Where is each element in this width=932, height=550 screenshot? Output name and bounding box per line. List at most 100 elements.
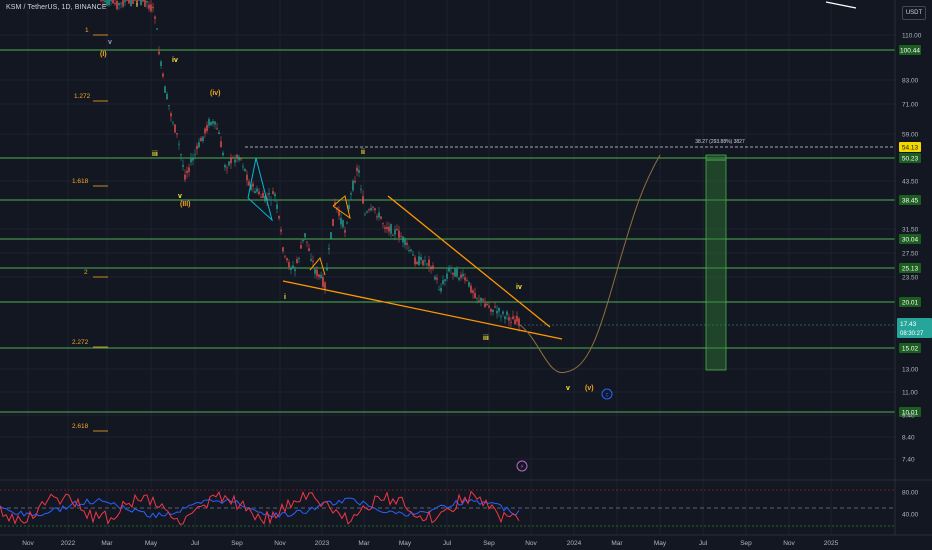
level-badge: [899, 153, 921, 163]
candle-body: [230, 157, 232, 164]
price-tick: 83.00: [902, 78, 919, 85]
candle-body: [160, 61, 162, 66]
candle-body: [148, 4, 150, 9]
candle-body: [206, 125, 208, 132]
level-badge: [899, 297, 921, 307]
candle-body: [210, 121, 212, 126]
candle-body: [504, 316, 506, 320]
candle-body: [282, 247, 284, 252]
candle-body: [320, 274, 322, 278]
wave-label-paren_v: (v): [585, 385, 594, 392]
candle-body: [352, 180, 354, 191]
candle-body: [372, 206, 374, 208]
candle-body: [318, 274, 320, 278]
candle-body: [392, 235, 394, 236]
candle-body: [118, 3, 120, 6]
candle-body: [296, 259, 298, 263]
candle-body: [496, 310, 498, 314]
time-tick: Jul: [191, 540, 200, 547]
candle-body: [248, 181, 250, 186]
candle-body: [268, 193, 270, 195]
wave-label-paren_iii: (III): [180, 201, 191, 208]
candle-body: [402, 236, 404, 243]
candle-body: [114, 2, 116, 5]
price-tick: 11.00: [902, 390, 918, 397]
price-tick: 27.50: [902, 251, 919, 258]
candle-body: [434, 276, 436, 280]
candle-body: [342, 220, 344, 228]
rsi-tick: 40.00: [902, 512, 919, 519]
target-label: 38.27 (293.88%) 3827: [695, 139, 745, 145]
candle-body: [166, 93, 168, 100]
candle-body: [222, 152, 224, 156]
price-tick: 7.40: [902, 457, 915, 464]
candle-body: [404, 238, 406, 246]
candle-body: [412, 254, 414, 256]
candle-body: [508, 317, 510, 321]
candle-body: [252, 183, 254, 187]
candle-body: [466, 280, 468, 281]
fib-label: 1: [85, 27, 89, 34]
candle-body: [120, 2, 122, 4]
level-badge-text: 10.01: [902, 410, 919, 417]
time-tick: Nov: [525, 540, 537, 547]
candle-body: [226, 167, 228, 169]
candle-body: [154, 16, 156, 19]
flash-icon-glyph: ⚡: [520, 464, 524, 471]
candle-body: [462, 273, 464, 277]
candle-body: [306, 241, 308, 243]
time-tick: Sep: [483, 540, 495, 547]
candle-body: [418, 256, 420, 266]
candle-body: [388, 226, 390, 232]
candle-body: [144, 0, 146, 7]
candle-body: [242, 166, 244, 168]
candle-body: [256, 188, 258, 192]
wave-label-i: i: [284, 294, 286, 301]
candle-body: [196, 145, 198, 150]
candle-body: [202, 136, 204, 141]
candle-body: [284, 255, 286, 257]
candle-body: [218, 132, 220, 135]
candle-body: [512, 316, 514, 320]
candle-body: [458, 277, 460, 280]
candle-body: [484, 303, 486, 308]
level-badge: [899, 343, 921, 353]
candle-body: [272, 191, 274, 195]
candle-body: [156, 28, 158, 30]
candle-body: [476, 297, 478, 299]
currency-button[interactable]: USDT: [902, 6, 926, 20]
candle-body: [240, 158, 242, 160]
orange-triangle: [332, 195, 351, 220]
time-tick: May: [654, 540, 667, 547]
candle-body: [216, 128, 218, 130]
rsi-line: [0, 490, 520, 526]
level-badge: [899, 263, 921, 273]
candle-body: [364, 214, 366, 216]
candle-body: [456, 268, 458, 277]
candle-body: [232, 157, 234, 159]
time-tick: Mar: [101, 540, 113, 547]
time-tick: 2023: [315, 540, 330, 547]
candle-body: [162, 73, 164, 77]
time-tick: 2025: [824, 540, 839, 547]
price-tick: 31.50: [902, 227, 919, 234]
wave-label-iii_right: iii: [483, 335, 489, 342]
candle-body: [106, 0, 108, 6]
candle-body: [254, 191, 256, 194]
candle-body: [452, 272, 454, 275]
candle-body: [238, 156, 240, 161]
candle-body: [440, 287, 442, 292]
candle-body: [486, 303, 488, 306]
candle-body: [250, 184, 252, 190]
candle-body: [186, 170, 188, 174]
target-badge-text: 54.13: [902, 145, 919, 152]
price-tick: 9.40: [902, 413, 915, 420]
candle-body: [516, 315, 518, 322]
level-badge: [899, 407, 921, 417]
candle-body: [398, 230, 400, 238]
candle-body: [406, 242, 408, 245]
candle-body: [116, 0, 118, 10]
candle-body: [390, 224, 392, 234]
